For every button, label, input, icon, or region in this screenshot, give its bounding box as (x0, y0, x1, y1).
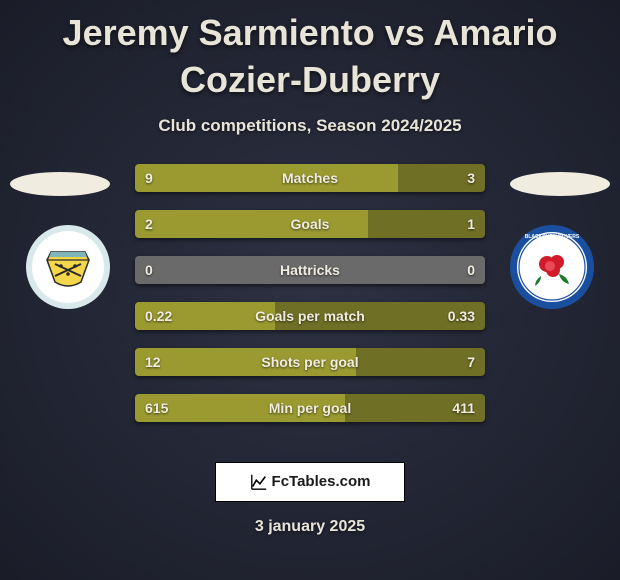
team-crest-right: BLACKBURN ROVERS (509, 224, 595, 310)
crest-left-icon (25, 224, 111, 310)
stat-label: Min per goal (135, 394, 485, 422)
stat-row: 615411Min per goal (135, 394, 485, 422)
stat-label: Hattricks (135, 256, 485, 284)
stat-row: 93Matches (135, 164, 485, 192)
footer-date: 3 january 2025 (0, 518, 620, 536)
player-left-pill (10, 172, 110, 196)
brand-text: FcTables.com (272, 473, 371, 490)
crest-right-icon: BLACKBURN ROVERS (509, 224, 595, 310)
player-right-pill (510, 172, 610, 196)
stat-label: Goals (135, 210, 485, 238)
stat-row: 0.220.33Goals per match (135, 302, 485, 330)
stat-row: 21Goals (135, 210, 485, 238)
stat-row: 127Shots per goal (135, 348, 485, 376)
comparison-area: BLACKBURN ROVERS 93Matches 21Goals 00Hattr… (0, 164, 620, 444)
stat-label: Shots per goal (135, 348, 485, 376)
stat-label: Matches (135, 164, 485, 192)
chart-icon (250, 473, 268, 491)
stat-row: 00Hattricks (135, 256, 485, 284)
page-title: Jeremy Sarmiento vs Amario Cozier-Duberr… (0, 0, 620, 104)
brand-logo: FcTables.com (215, 462, 405, 502)
stat-label: Goals per match (135, 302, 485, 330)
subtitle: Club competitions, Season 2024/2025 (0, 116, 620, 136)
team-crest-left (25, 224, 111, 310)
svg-text:BLACKBURN ROVERS: BLACKBURN ROVERS (525, 234, 580, 240)
stats-list: 93Matches 21Goals 00Hattricks 0.220.33Goals… (135, 164, 485, 422)
